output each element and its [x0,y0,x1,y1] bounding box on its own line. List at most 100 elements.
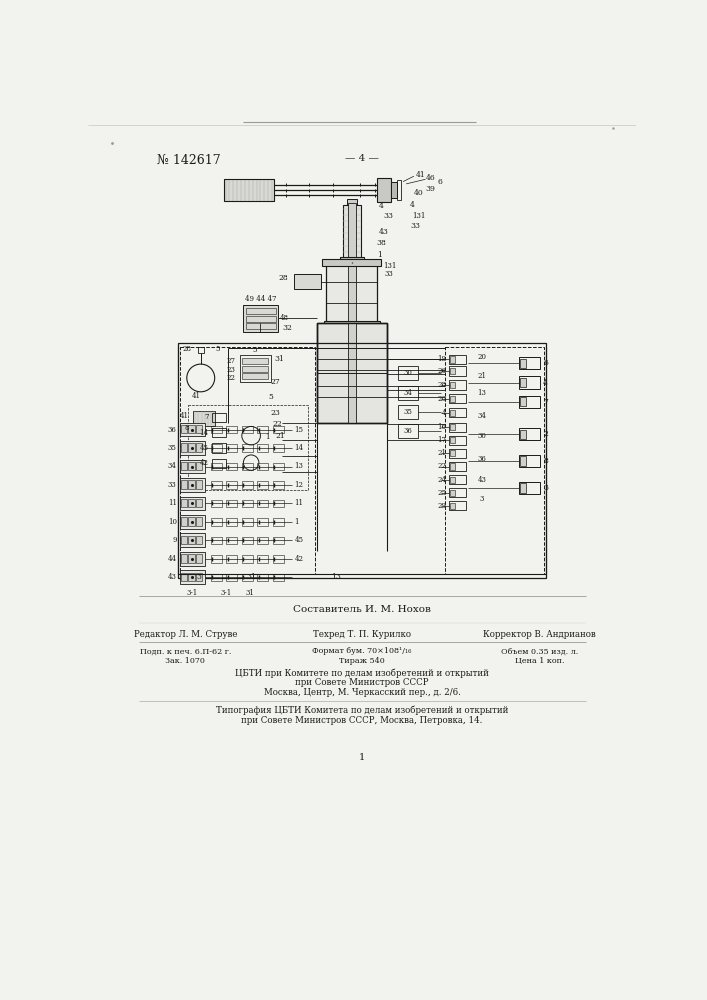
Bar [180,497,204,510]
Text: 5: 5 [268,393,273,401]
Text: Техред Т. П. Курилко: Техред Т. П. Курилко [313,630,411,639]
Bar [242,518,252,526]
Text: при Совете Министров СССР, Москва, Петровка, 14.: при Совете Министров СССР, Москва, Петро… [241,716,483,725]
Bar [449,475,466,484]
Bar [226,555,237,563]
Text: 45: 45 [199,444,209,452]
Bar [180,480,187,489]
Text: 1: 1 [295,518,299,526]
Text: 29: 29 [438,502,446,510]
Bar [450,463,455,470]
Text: 22: 22 [227,374,235,382]
Text: 39: 39 [426,185,436,193]
Text: 27: 27 [227,357,235,365]
Bar [242,444,252,452]
Text: 41: 41 [180,412,189,420]
Text: Подп. к печ. 6.П-62 г.: Подп. к печ. 6.П-62 г. [139,647,231,655]
Bar [212,428,226,437]
Bar [273,426,284,433]
Bar [211,444,222,452]
Bar [445,347,544,574]
Text: 4: 4 [442,409,446,417]
Bar [450,490,455,496]
Bar [348,263,356,323]
Text: 13: 13 [478,389,486,397]
Text: 45: 45 [295,536,303,544]
Text: 20: 20 [438,395,446,403]
Bar [257,500,268,507]
Bar [180,443,187,452]
Text: 11: 11 [168,499,177,507]
Text: 35: 35 [168,444,177,452]
Bar [246,308,276,314]
Bar [520,430,526,439]
Circle shape [322,344,351,372]
Text: Редактор Л. М. Струве: Редактор Л. М. Струве [134,630,237,639]
Bar [242,426,252,433]
Bar [273,574,284,581]
Text: 4: 4 [410,201,415,209]
Text: Составитель И. М. Нохов: Составитель И. М. Нохов [293,605,431,614]
Bar [188,462,194,470]
Text: 2: 2 [543,430,548,438]
Bar [450,450,455,456]
Text: 13: 13 [332,573,341,581]
Text: 12: 12 [295,481,303,489]
Text: 33: 33 [168,481,177,489]
Text: 31: 31 [245,589,254,597]
Bar [188,480,194,489]
Text: 14: 14 [199,429,209,437]
Text: 42: 42 [295,555,303,563]
Text: 19: 19 [438,355,446,363]
Bar [196,462,202,470]
Text: 1: 1 [265,433,269,441]
Text: Москва, Центр, М. Черкасский пер., д. 2/6.: Москва, Центр, М. Черкасский пер., д. 2/… [264,688,460,697]
Bar [226,426,237,433]
Text: 31: 31 [246,573,256,581]
Bar [348,323,356,423]
Text: Зак. 1070: Зак. 1070 [165,657,205,665]
Text: 22: 22 [273,420,283,428]
Bar [224,179,274,201]
Bar [449,436,466,445]
Text: 1: 1 [359,753,365,762]
Bar [450,477,455,483]
Bar [196,443,202,452]
Circle shape [355,384,380,409]
Bar [257,518,268,526]
Bar [211,463,222,470]
Bar [317,323,387,423]
Bar [391,182,397,198]
Bar [450,356,455,363]
Bar [226,574,237,581]
Bar [449,380,466,389]
Text: Формат бум. 70×108¹/₁₆: Формат бум. 70×108¹/₁₆ [312,647,411,655]
Bar [211,555,222,563]
Bar [520,397,526,406]
Text: 34: 34 [403,389,412,397]
Text: 31: 31 [274,355,284,363]
Text: 43: 43 [478,476,486,484]
Text: 3-1: 3-1 [221,589,232,597]
Text: 25: 25 [438,489,446,497]
Text: Корректор В. Андрианов: Корректор В. Андрианов [483,630,596,639]
Bar [226,463,237,470]
Bar [518,428,540,440]
Bar [188,517,194,526]
Text: № 142617: № 142617 [156,154,220,167]
Text: 41: 41 [416,171,425,179]
Text: 15: 15 [295,426,303,434]
Bar [398,386,418,400]
Circle shape [354,344,381,372]
Bar [196,499,202,507]
Bar [188,573,194,581]
Text: 32: 32 [282,324,292,332]
Bar [212,413,226,422]
Text: 3: 3 [543,484,548,492]
Text: 43: 43 [168,573,177,581]
Bar [257,574,268,581]
Text: 21: 21 [275,432,285,440]
Text: 30: 30 [403,369,412,377]
Text: 33: 33 [385,270,393,278]
Bar [518,396,540,408]
